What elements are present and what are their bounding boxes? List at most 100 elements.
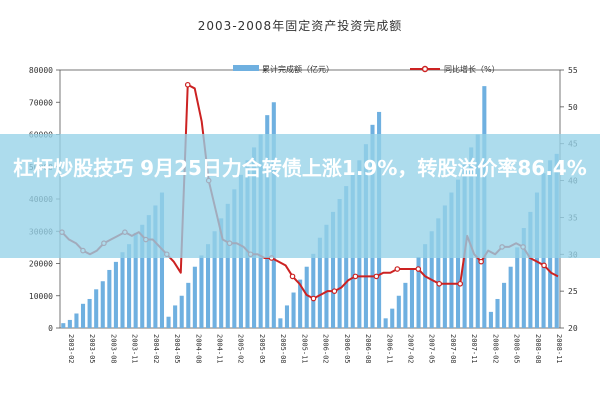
legend-bar-label: 累计完成额（亿元）	[262, 64, 334, 74]
line-point	[436, 280, 443, 287]
bar	[449, 192, 454, 328]
bar	[337, 199, 342, 328]
right-axis-tick-label: 20	[568, 324, 578, 333]
x-axis-tick-label: 2008-08	[534, 334, 542, 364]
bar	[87, 298, 92, 328]
bar	[67, 319, 72, 328]
line-point	[184, 81, 191, 88]
bar	[311, 253, 316, 328]
bar	[232, 189, 237, 328]
line-point	[394, 266, 401, 272]
bar	[199, 255, 204, 328]
bar	[100, 281, 105, 328]
x-axis-tick-label: 2006-02	[322, 334, 330, 364]
x-axis-tick-label: 2004-08	[194, 334, 202, 364]
bar	[291, 292, 296, 328]
bar	[159, 192, 165, 328]
line-point	[352, 273, 359, 280]
bar	[173, 305, 178, 328]
bar	[403, 282, 408, 328]
bar	[502, 282, 507, 328]
bar	[107, 269, 112, 328]
bar	[61, 323, 66, 328]
overlay-banner	[0, 134, 600, 258]
bar	[442, 205, 447, 328]
bar	[390, 308, 395, 328]
line-point	[289, 273, 296, 280]
bar	[324, 224, 329, 328]
x-axis-tick-label: 2004-02	[152, 334, 160, 364]
left-axis-tick-label: 10000	[29, 292, 53, 301]
line-point	[541, 262, 547, 269]
x-axis-tick-label: 2005-11	[300, 334, 308, 364]
x-axis-tick-label: 2006-11	[385, 334, 393, 364]
bar	[127, 244, 132, 328]
bar	[113, 261, 118, 328]
right-axis-tick-label: 55	[568, 66, 578, 75]
bar	[133, 232, 138, 328]
x-axis-tick-label: 2007-02	[406, 334, 414, 364]
legend: 累计完成额（亿元） 同比增长（%）	[233, 64, 500, 74]
x-axis-tick-label: 2008-02	[491, 334, 499, 364]
bar	[508, 266, 513, 328]
bar	[74, 313, 79, 328]
bar	[396, 295, 401, 328]
bar	[140, 224, 145, 328]
left-axis-tick-label: 20000	[29, 260, 53, 269]
x-axis-tick-label: 2005-08	[279, 334, 287, 364]
bar	[521, 228, 526, 328]
bar	[317, 237, 322, 328]
x-axis-tick-label: 2004-11	[216, 334, 224, 364]
banner-headline[interactable]: 杠杆炒股技巧 9月25日力合转债上涨1.9%，转股溢价率86.4%	[13, 156, 587, 180]
line-point	[457, 280, 463, 287]
x-axis-tick-label: 2007-11	[470, 334, 478, 364]
bar	[225, 203, 230, 328]
bar	[528, 211, 533, 328]
bar	[495, 298, 500, 328]
bar	[120, 252, 125, 328]
bar	[219, 218, 224, 328]
bar	[416, 257, 421, 328]
right-axis-tick-label: 25	[568, 287, 578, 296]
bar	[423, 244, 428, 328]
bar	[515, 247, 520, 328]
bar	[166, 316, 171, 328]
bar	[94, 289, 99, 328]
bar	[298, 279, 303, 328]
legend-line-label: 同比增长（%）	[444, 64, 500, 74]
x-axis-tick-label: 2007-08	[449, 334, 457, 364]
line-point	[415, 266, 422, 272]
right-axis-tick-label: 50	[568, 103, 578, 112]
line-point	[331, 288, 338, 294]
bar	[146, 215, 151, 328]
x-axis-tick-label: 2007-05	[428, 334, 436, 364]
bar	[205, 244, 211, 328]
x-axis-tick-label: 2005-05	[258, 334, 266, 364]
bar	[179, 295, 184, 328]
bar	[488, 311, 493, 328]
bar	[212, 231, 217, 328]
x-axis-tick-label: 2003-02	[67, 334, 75, 364]
bar	[278, 318, 283, 328]
bar	[192, 266, 197, 328]
bar	[304, 266, 309, 328]
legend-bar-swatch	[233, 65, 259, 71]
x-axis-tick-label: 2003-05	[88, 334, 96, 364]
line-point	[478, 258, 484, 265]
bar	[436, 218, 441, 328]
x-axis-tick-label: 2006-05	[343, 334, 351, 364]
line-point	[310, 295, 317, 302]
x-axis-tick-label: 2003-11	[131, 334, 139, 364]
x-axis-tick-label: 2003-08	[109, 334, 117, 364]
bar	[284, 305, 290, 328]
x-axis-tick-label: 2004-05	[173, 334, 181, 364]
legend-line-marker	[421, 65, 429, 73]
x-axis-tick-label: 2008-11	[555, 334, 563, 364]
left-axis-tick-label: 0	[48, 324, 53, 333]
bar	[534, 192, 540, 328]
bar	[330, 211, 336, 328]
x-axis-tick-label: 2006-08	[364, 334, 372, 364]
bar	[153, 205, 158, 328]
left-axis-tick-label: 80000	[29, 66, 53, 75]
bar	[80, 303, 86, 328]
